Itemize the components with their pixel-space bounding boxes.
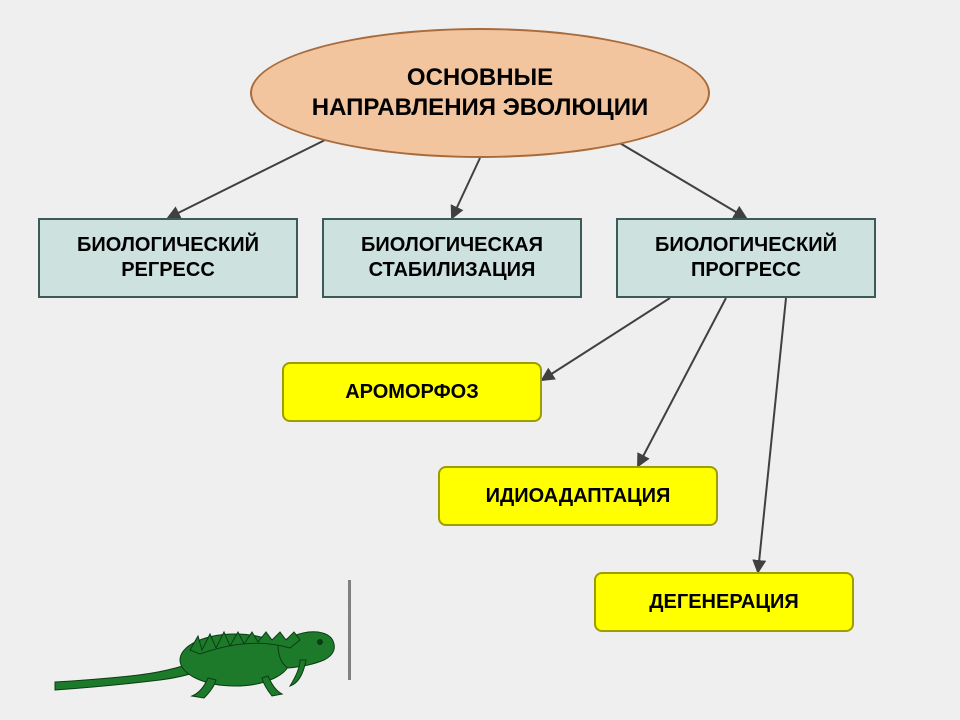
idioadaptation-node: ИДИОАДАПТАЦИЯ	[438, 466, 718, 526]
aromorphosis-node: АРОМОРФОЗ	[282, 362, 542, 422]
root-node-label: ОСНОВНЫЕ НАПРАВЛЕНИЯ ЭВОЛЮЦИИ	[312, 63, 648, 123]
root-node: ОСНОВНЫЕ НАПРАВЛЕНИЯ ЭВОЛЮЦИИ	[250, 28, 710, 158]
edge	[542, 298, 670, 380]
progress-node: БИОЛОГИЧЕСКИЙ ПРОГРЕСС	[616, 218, 876, 298]
progress-node-label: БИОЛОГИЧЕСКИЙ ПРОГРЕСС	[655, 233, 837, 283]
iguana-icon	[50, 590, 340, 700]
degeneration-node: ДЕГЕНЕРАЦИЯ	[594, 572, 854, 632]
aromorphosis-node-label: АРОМОРФОЗ	[345, 380, 479, 405]
vertical-bar-decoration	[348, 580, 351, 680]
diagram-canvas: ОСНОВНЫЕ НАПРАВЛЕНИЯ ЭВОЛЮЦИИ БИОЛОГИЧЕС…	[0, 0, 960, 720]
regress-node: БИОЛОГИЧЕСКИЙ РЕГРЕСС	[38, 218, 298, 298]
edge	[758, 298, 786, 572]
edge	[168, 140, 325, 218]
edge	[452, 158, 480, 218]
stabilization-node-label: БИОЛОГИЧЕСКАЯ СТАБИЛИЗАЦИЯ	[361, 233, 543, 283]
regress-node-label: БИОЛОГИЧЕСКИЙ РЕГРЕСС	[77, 233, 259, 283]
edge	[618, 142, 746, 218]
degeneration-node-label: ДЕГЕНЕРАЦИЯ	[649, 590, 798, 615]
edge	[638, 298, 726, 466]
idioadaptation-node-label: ИДИОАДАПТАЦИЯ	[486, 484, 671, 509]
stabilization-node: БИОЛОГИЧЕСКАЯ СТАБИЛИЗАЦИЯ	[322, 218, 582, 298]
